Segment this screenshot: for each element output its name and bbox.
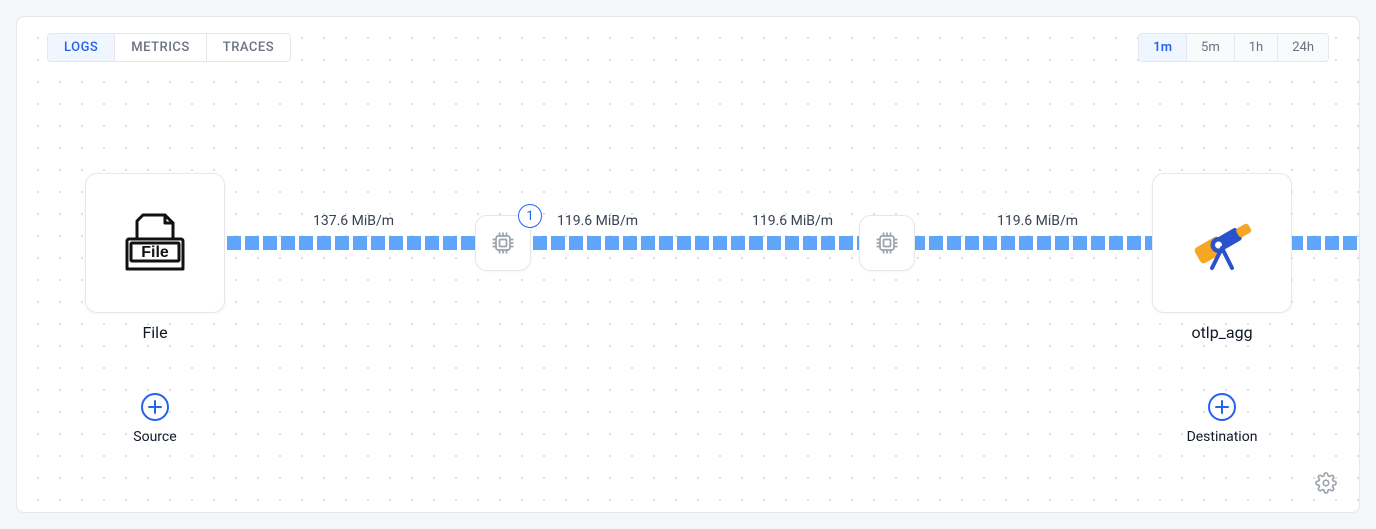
file-icon: File <box>121 213 189 273</box>
time-1h[interactable]: 1h <box>1235 34 1278 61</box>
cpu-icon <box>873 229 901 257</box>
cpu-icon <box>489 229 517 257</box>
processor-badge: 1 <box>518 204 542 228</box>
source-node-file[interactable]: File <box>85 173 225 313</box>
tab-metrics[interactable]: METRICS <box>115 34 206 61</box>
add-source-button[interactable] <box>141 393 169 421</box>
throughput-label-4: 119.6 MiB/m <box>997 213 1078 229</box>
destination-node-otlp[interactable] <box>1152 173 1292 313</box>
add-destination-button[interactable] <box>1208 393 1236 421</box>
svg-text:File: File <box>141 244 169 261</box>
tab-logs[interactable]: LOGS <box>48 34 115 61</box>
top-bar: LOGS METRICS TRACES 1m 5m 1h 24h <box>47 33 1329 62</box>
pipeline-panel: LOGS METRICS TRACES 1m 5m 1h 24h <box>16 16 1360 513</box>
tab-traces[interactable]: TRACES <box>207 34 290 61</box>
source-node-label: File <box>85 323 225 342</box>
processor-node-1[interactable]: 1 <box>475 215 531 271</box>
throughput-label-1: 137.6 MiB/m <box>313 213 394 229</box>
time-5m[interactable]: 5m <box>1187 34 1235 61</box>
flow-connector <box>227 236 1149 250</box>
add-source: Source <box>85 393 225 445</box>
add-source-label: Source <box>133 429 176 445</box>
add-destination: Destination <box>1152 393 1292 445</box>
pipeline-canvas[interactable]: File File 1 <box>17 17 1359 512</box>
settings-button[interactable] <box>1315 472 1339 496</box>
gear-icon <box>1315 472 1337 494</box>
signal-tabs: LOGS METRICS TRACES <box>47 33 291 62</box>
time-24h[interactable]: 24h <box>1278 34 1328 61</box>
throughput-label-3: 119.6 MiB/m <box>752 213 833 229</box>
telescope-icon <box>1184 208 1260 278</box>
add-destination-label: Destination <box>1187 429 1258 445</box>
throughput-label-2: 119.6 MiB/m <box>557 213 638 229</box>
time-1m[interactable]: 1m <box>1139 34 1187 61</box>
time-range-tabs: 1m 5m 1h 24h <box>1138 33 1329 62</box>
destination-node-label: otlp_agg <box>1152 323 1292 342</box>
processor-node-2[interactable] <box>859 215 915 271</box>
